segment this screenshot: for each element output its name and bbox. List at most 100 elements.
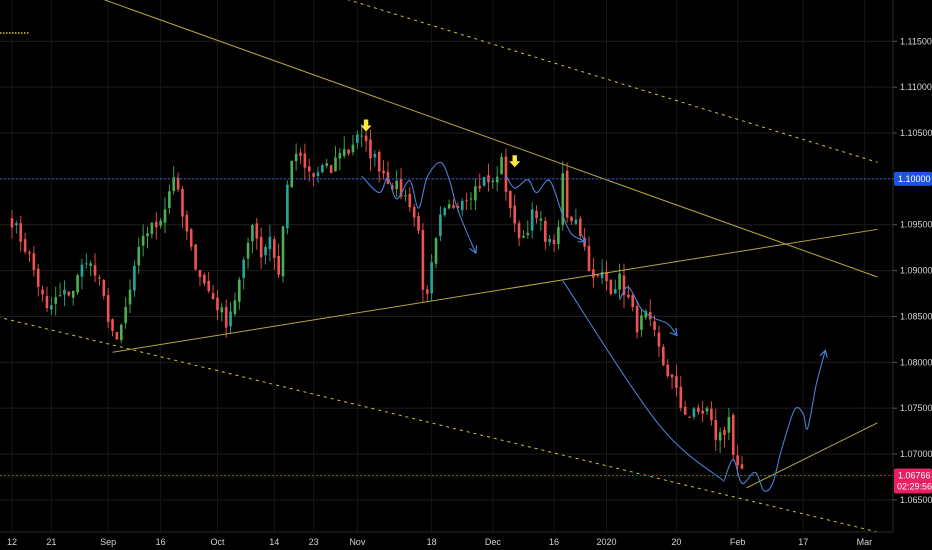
candle[interactable]: [80, 258, 84, 290]
candle-body[interactable]: [452, 204, 455, 208]
candle[interactable]: [172, 166, 176, 195]
candle[interactable]: [207, 272, 211, 294]
candle-body[interactable]: [128, 289, 132, 305]
candle[interactable]: [119, 323, 123, 344]
candle[interactable]: [439, 206, 442, 242]
candle-body[interactable]: [154, 221, 158, 228]
candle-body[interactable]: [627, 294, 630, 298]
candle[interactable]: [482, 176, 486, 187]
candle-body[interactable]: [539, 218, 543, 221]
candle-body[interactable]: [565, 170, 569, 218]
candle-body[interactable]: [430, 262, 433, 294]
candle-body[interactable]: [41, 289, 44, 295]
candle[interactable]: [334, 146, 337, 172]
candle[interactable]: [679, 376, 683, 412]
candle[interactable]: [583, 228, 586, 251]
candle-body[interactable]: [557, 227, 560, 244]
candle-body[interactable]: [552, 239, 556, 244]
candle[interactable]: [137, 237, 141, 274]
candle[interactable]: [648, 299, 652, 327]
candle[interactable]: [522, 230, 525, 239]
candle[interactable]: [128, 279, 132, 313]
candle[interactable]: [211, 285, 215, 300]
candle[interactable]: [259, 227, 263, 269]
candle-body[interactable]: [613, 289, 617, 294]
candle-body[interactable]: [391, 185, 394, 190]
candle-body[interactable]: [277, 255, 280, 275]
candle[interactable]: [32, 246, 36, 277]
candle[interactable]: [229, 302, 232, 335]
candle[interactable]: [491, 177, 495, 189]
candle[interactable]: [644, 308, 648, 320]
candle[interactable]: [347, 149, 350, 156]
candle[interactable]: [443, 206, 447, 218]
candle[interactable]: [622, 263, 626, 309]
candle-body[interactable]: [338, 153, 342, 159]
candle[interactable]: [404, 189, 407, 202]
candle[interactable]: [146, 227, 149, 249]
candle[interactable]: [557, 220, 560, 250]
candle[interactable]: [452, 199, 455, 210]
candle-body[interactable]: [657, 332, 661, 347]
candle-body[interactable]: [58, 295, 62, 297]
candle[interactable]: [587, 236, 591, 272]
candle[interactable]: [19, 215, 23, 252]
candle[interactable]: [395, 170, 398, 198]
candle[interactable]: [526, 220, 530, 239]
candle[interactable]: [159, 217, 162, 229]
candle-body[interactable]: [417, 216, 420, 231]
candle-body[interactable]: [491, 180, 495, 182]
candle-body[interactable]: [32, 253, 36, 271]
candle[interactable]: [605, 261, 608, 291]
candle-body[interactable]: [736, 455, 739, 466]
candle-body[interactable]: [233, 300, 237, 315]
candle-body[interactable]: [176, 177, 180, 190]
candle[interactable]: [23, 232, 27, 255]
candle-body[interactable]: [251, 225, 254, 242]
candle[interactable]: [434, 236, 438, 269]
candle[interactable]: [36, 264, 40, 297]
candle-body[interactable]: [710, 408, 713, 421]
candle-body[interactable]: [574, 219, 578, 224]
candle-body[interactable]: [460, 200, 464, 211]
candle-body[interactable]: [731, 415, 735, 455]
candle-body[interactable]: [224, 307, 228, 328]
candle-body[interactable]: [294, 153, 298, 162]
candle[interactable]: [574, 208, 578, 226]
candle-body[interactable]: [517, 223, 521, 239]
candle[interactable]: [351, 134, 355, 156]
candle-body[interactable]: [102, 279, 106, 296]
candle-body[interactable]: [185, 214, 189, 232]
candle-body[interactable]: [146, 233, 149, 237]
candle[interactable]: [718, 427, 722, 453]
candle[interactable]: [41, 285, 44, 302]
candle-body[interactable]: [15, 223, 18, 226]
candle[interactable]: [185, 210, 189, 241]
candle-body[interactable]: [45, 296, 49, 309]
candle[interactable]: [111, 318, 114, 337]
candle-body[interactable]: [618, 273, 621, 290]
candle[interactable]: [286, 180, 289, 235]
candle-body[interactable]: [587, 246, 591, 272]
candle[interactable]: [102, 278, 106, 300]
candle-body[interactable]: [106, 295, 110, 322]
candle[interactable]: [342, 136, 346, 159]
candle[interactable]: [124, 297, 127, 329]
candle[interactable]: [264, 244, 267, 265]
candle-body[interactable]: [535, 210, 538, 219]
candle-body[interactable]: [321, 165, 324, 173]
candle-body[interactable]: [596, 275, 600, 277]
candle-body[interactable]: [443, 208, 447, 216]
candle-body[interactable]: [50, 305, 53, 310]
candle-body[interactable]: [63, 289, 66, 295]
candle-body[interactable]: [705, 408, 709, 412]
dashed-trend-line[interactable]: [200, 0, 878, 163]
projection-path[interactable]: [619, 286, 677, 335]
candle-body[interactable]: [404, 195, 407, 197]
candle[interactable]: [181, 185, 184, 229]
candle-body[interactable]: [513, 205, 516, 224]
candle-body[interactable]: [329, 165, 333, 174]
candle-body[interactable]: [334, 157, 337, 172]
candle[interactable]: [246, 237, 250, 269]
